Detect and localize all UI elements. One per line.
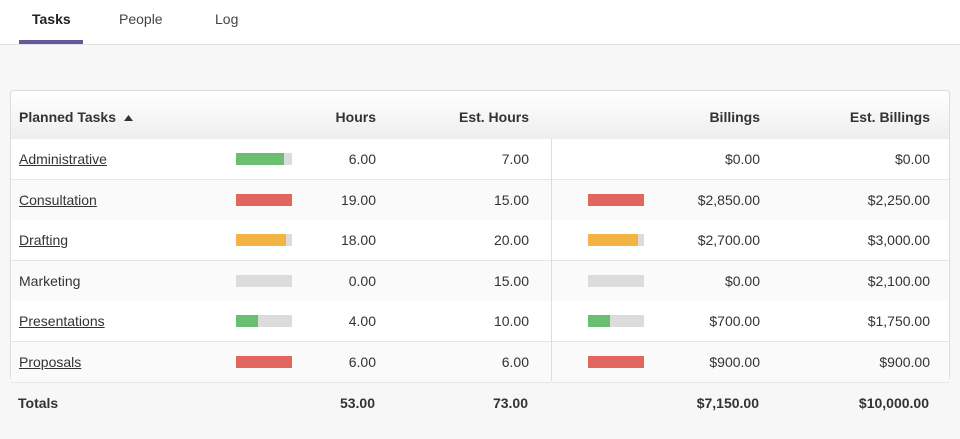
- hours: 19.00: [340, 191, 376, 208]
- column-title: Planned Tasks: [19, 109, 117, 125]
- tab[interactable]: People: [119, 11, 163, 27]
- task-name[interactable]: Presentations: [19, 313, 105, 329]
- table-row: Marketing 0.00 15.00 $0.00 $2,100.00: [11, 260, 949, 302]
- progress-bar: [236, 153, 284, 165]
- billings: $700.00: [709, 313, 760, 329]
- sort-icon: [123, 115, 133, 122]
- table-row: Administrative 6.00 7.00 $0.00 $0.00: [11, 139, 949, 180]
- total-est-billings: $10,000.00: [858, 395, 929, 411]
- column-divider: [551, 139, 552, 381]
- billings: $0.00: [724, 151, 760, 167]
- progress-bar: [236, 193, 292, 206]
- table-row: Drafting 18.00 20.00 $2,700.00 $3,000.00: [11, 220, 949, 261]
- task-name[interactable]: Proposals: [19, 353, 82, 370]
- progress-bar: [588, 315, 611, 327]
- progress-track: [236, 274, 292, 287]
- task-name[interactable]: Consultation: [19, 191, 97, 208]
- table: Planned Tasks Hours Est. Hours Billings …: [10, 90, 950, 383]
- column-header: Hours: [335, 109, 376, 125]
- billings: $2,700.00: [697, 232, 760, 248]
- table-row: Consultation 19.00 15.00 $2,850.00 $2,250.00: [11, 179, 949, 221]
- est-billings: $0.00: [894, 151, 930, 167]
- total-hours: 53.00: [339, 395, 375, 411]
- est-hours: 20.00: [493, 232, 529, 248]
- est-hours: 15.00: [493, 272, 529, 289]
- billings: $2,850.00: [697, 191, 760, 208]
- task-name: Marketing: [19, 272, 81, 289]
- billings: $900.00: [709, 353, 760, 370]
- total-est-hours: 73.00: [492, 395, 528, 411]
- progress-bar: [588, 234, 639, 246]
- column-header: Est. Hours: [458, 109, 529, 125]
- progress-bar: [236, 234, 287, 246]
- active-tab-indicator: [19, 40, 83, 44]
- task-name[interactable]: Drafting: [19, 232, 69, 248]
- est-billings: $2,250.00: [867, 191, 930, 208]
- table-row: Proposals 6.00 6.00 $900.00 $900.00: [11, 341, 949, 383]
- est-billings: $2,100.00: [867, 272, 930, 289]
- progress-track: [588, 274, 644, 287]
- est-billings: $900.00: [879, 353, 930, 370]
- task-name[interactable]: Administrative: [19, 151, 107, 167]
- billings: $0.00: [724, 272, 760, 289]
- hours: 6.00: [348, 151, 376, 167]
- est-hours: 6.00: [501, 353, 529, 370]
- est-billings: $3,000.00: [867, 232, 930, 248]
- table-header: Planned Tasks Hours Est. Hours Billings …: [11, 91, 949, 140]
- totals-label: Totals: [18, 395, 59, 411]
- hours: 6.00: [348, 353, 376, 370]
- column-header[interactable]: Planned Tasks: [19, 109, 133, 125]
- hours: 0.00: [348, 272, 376, 289]
- table-row: Presentations 4.00 10.00 $700.00 $1,750.00: [11, 301, 949, 342]
- progress-bar: [236, 315, 259, 327]
- est-hours: 7.00: [501, 151, 529, 167]
- est-billings: $1,750.00: [867, 313, 930, 329]
- est-hours: 10.00: [493, 313, 529, 329]
- tab[interactable]: Tasks: [32, 11, 71, 27]
- column-header: Est. Billings: [849, 109, 930, 125]
- total-billings: $7,150.00: [696, 395, 759, 411]
- progress-bar: [588, 355, 644, 368]
- column-header: Billings: [709, 109, 760, 125]
- progress-bar: [236, 355, 292, 368]
- est-hours: 15.00: [493, 191, 529, 208]
- hours: 18.00: [340, 232, 376, 248]
- hours: 4.00: [348, 313, 376, 329]
- tab-bar: Tasks People Log: [0, 0, 960, 45]
- progress-bar: [588, 193, 644, 206]
- tab[interactable]: Log: [215, 11, 239, 27]
